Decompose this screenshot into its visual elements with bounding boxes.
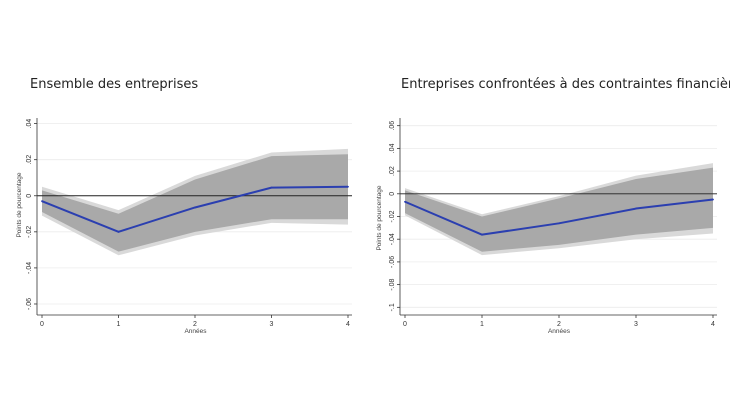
y-tick-label: 0 [389,192,396,196]
data-point [41,200,43,203]
data-point [481,233,483,236]
data-point [558,222,560,225]
y-tick-label: -.04 [389,233,396,245]
x-tick-label: 1 [117,321,121,328]
chart-title: Entreprises confrontées à des contrainte… [401,77,730,92]
confidence-band-2 [42,154,348,252]
x-tick-label: 4 [711,321,715,328]
data-point [404,200,406,203]
y-tick-label: -.08 [389,278,396,290]
y-axis-label: Points de pourcentage [376,185,383,250]
y-tick-label: -.02 [389,210,396,222]
y-tick-label: -.04 [26,262,33,274]
y-tick-label: .06 [389,121,396,131]
y-tick-label: -.02 [26,226,33,238]
confidence-band-2 [405,167,713,252]
data-point [117,230,120,233]
x-tick-label: 0 [40,321,44,328]
y-axis-label: Points de pourcentage [16,172,23,237]
data-point [270,186,273,189]
y-tick-label: -.1 [389,303,396,311]
y-tick-label: .04 [26,119,33,129]
plot-area: -.1 -.08 -.06 -.04 -.02 0 .02 .04 .06 0 1 2 3 4 [389,118,717,328]
chart-panel-all-firms: Ensemble des entreprises Points de pourc… [16,77,352,335]
y-tick-label: -.06 [389,256,396,268]
x-tick-label: 2 [193,321,197,328]
x-tick-label: 4 [346,321,350,328]
x-tick-label: 3 [634,321,638,328]
y-tick-label: .02 [389,166,396,176]
y-tick-label: .02 [26,155,33,165]
chart-panel-constrained-firms: Entreprises confrontées à des contrainte… [376,77,730,335]
data-point [347,185,349,188]
data-point [194,206,196,209]
data-point [712,198,714,201]
plot-area: -.06 -.04 -.02 0 .02 .04 0 1 2 3 4 [26,118,352,328]
y-tick-label: -.06 [26,298,33,310]
y-tick-label: .04 [389,143,396,153]
x-tick-label: 0 [403,321,407,328]
x-axis-label: Années [184,328,207,335]
x-tick-label: 2 [557,321,561,328]
x-tick-label: 1 [480,321,484,328]
y-tick-label: 0 [26,194,33,198]
x-axis-label: Années [548,328,571,335]
data-point [635,207,637,210]
x-tick-label: 3 [270,321,274,328]
chart-title: Ensemble des entreprises [30,77,198,92]
